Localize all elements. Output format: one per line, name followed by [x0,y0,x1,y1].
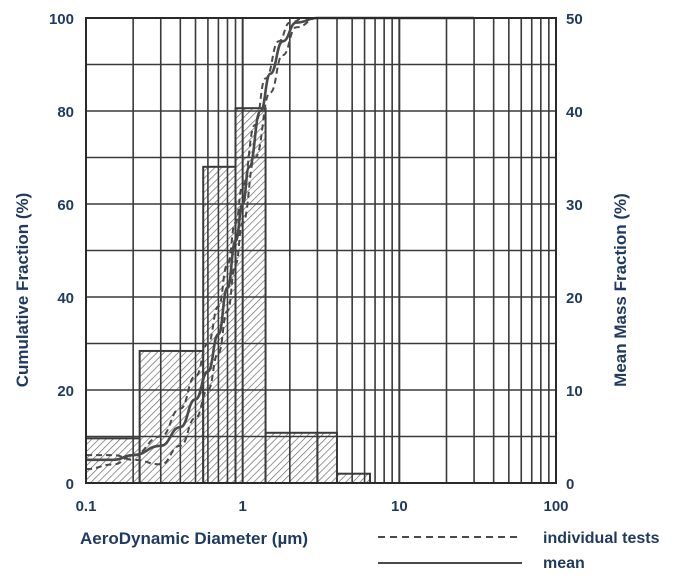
legend-label-individual-tests: individual tests [543,530,660,547]
y-right-tick-label: 30 [566,197,583,214]
y-left-tick-label: 0 [66,476,74,493]
y-left-tick-label: 80 [57,104,74,121]
y-left-tick-label: 100 [49,11,74,28]
y-right-tick-label: 10 [566,383,583,400]
y-axis-right-title: Mean Mass Fraction (%) [611,193,630,387]
y-left-tick-label: 60 [57,197,74,214]
y-right-tick-label: 50 [566,11,583,28]
histogram-bars [85,107,372,485]
x-tick-label: 1 [238,498,246,515]
x-tick-label: 100 [543,498,568,515]
bar-1 [138,349,205,484]
y-left-tick-labels: 0 20 40 60 80 100 [49,11,74,493]
y-left-tick-label: 40 [57,290,74,307]
y-right-tick-label: 40 [566,104,583,121]
bar-5 [316,431,338,484]
y-left-tick-label: 20 [57,383,74,400]
legend: individual tests mean [378,530,660,572]
x-tick-labels: 0.1 1 10 100 [76,498,569,515]
y-right-tick-label: 20 [566,290,583,307]
x-tick-label: 10 [391,498,408,515]
bar-4 [264,431,319,484]
bar-3 [234,107,267,485]
legend-label-mean: mean [543,555,585,572]
plot-frame [85,17,557,484]
y-right-tick-labels: 0 10 20 30 40 50 [566,11,583,493]
x-axis-title: AeroDynamic Diameter (µm) [80,529,308,548]
x-tick-label: 0.1 [76,498,97,515]
y-right-tick-label: 0 [566,476,574,493]
y-axis-left-title: Cumulative Fraction (%) [13,193,32,388]
